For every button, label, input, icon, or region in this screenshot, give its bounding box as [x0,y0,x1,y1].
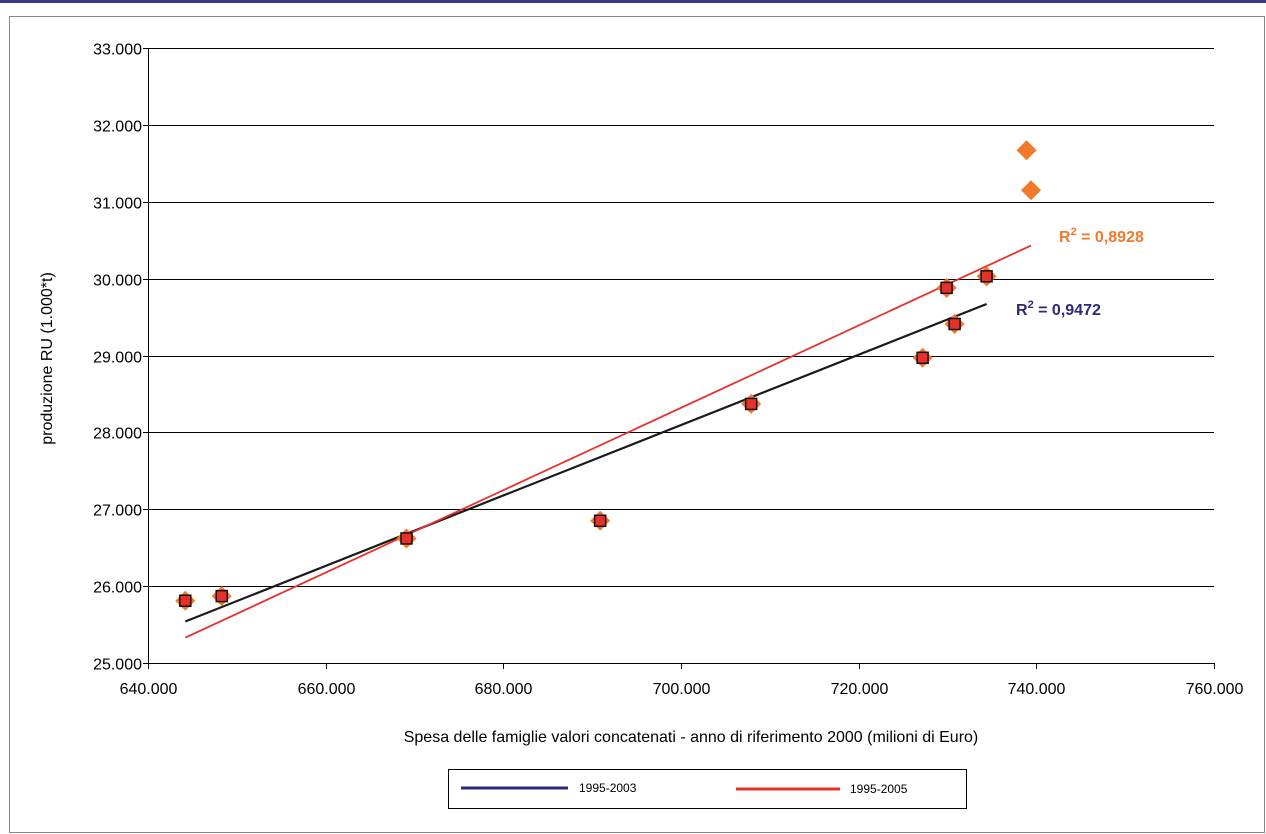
data-point-square [980,270,993,283]
data-point-square [215,589,228,603]
trendline-1995-2003 [184,302,987,623]
legend: 1995-2003 1995-2005 [448,769,967,809]
y-tick-label: 29.000 [93,350,142,367]
x-tick-label: 700.000 [653,681,711,698]
x-tick-label: 720.000 [831,681,889,698]
data-point-square [744,397,758,411]
x-tick-label: 680.000 [475,681,533,698]
data-point-square [593,514,607,528]
legend-label-1995-2005: 1995-2005 [850,782,908,796]
data-point-diamond [1021,180,1042,201]
data-point-square [916,351,929,365]
x-tick-label: 640.000 [120,681,178,698]
labels-layer: 25.000 26.000 27.000 28.000 29.000 30.000 31.0… [39,42,1244,747]
y-axis-title: produzione RU (1.000*t) [39,272,56,445]
points-layer [175,140,1042,611]
y-tick-label: 25.000 [93,657,142,674]
top-banner-bar [0,0,1266,3]
x-axis-title: Spesa delle famiglie valori concatenati … [404,729,979,746]
data-point-square [940,281,953,295]
data-point-square [948,317,961,331]
y-tick-label: 31.000 [93,196,142,213]
y-tick-label: 27.000 [93,503,142,520]
grid-layer [148,48,1214,664]
axes-layer [143,48,1215,669]
trendline-layer [184,244,1032,639]
trendline-1995-2005 [184,244,1032,639]
data-point-square [400,532,413,545]
chart-area-border [9,16,1265,833]
r2-label-1995-2005: R2 = 0,8928 [1059,226,1144,246]
data-point-square [179,594,192,607]
y-tick-label: 28.000 [93,426,142,443]
legend-label-1995-2003: 1995-2003 [579,781,637,795]
x-tick-label: 760.000 [1186,681,1244,698]
y-tick-label: 33.000 [93,42,142,59]
x-tick-label: 660.000 [298,681,356,698]
x-tick-label: 740.000 [1008,681,1066,698]
y-tick-label: 30.000 [93,273,142,290]
r2-label-1995-2003: R2 = 0,9472 [1016,299,1101,319]
data-point-diamond [1016,140,1037,161]
y-tick-label: 32.000 [93,119,142,136]
y-tick-label: 26.000 [93,580,142,597]
